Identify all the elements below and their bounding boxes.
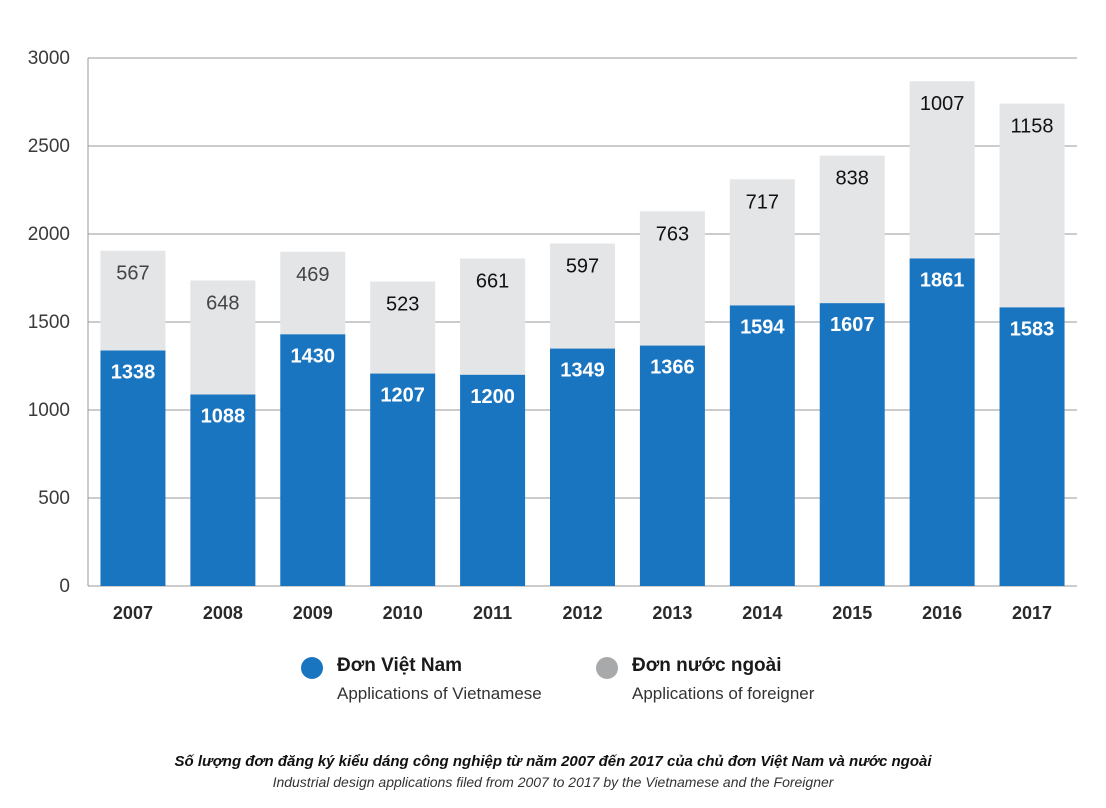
bar-foreigner-2013 <box>639 211 705 346</box>
bar-foreigner-2007 <box>100 250 166 351</box>
data-label-vietnamese-2009: 1430 <box>291 345 336 367</box>
x-tick-label: 2017 <box>1012 603 1052 623</box>
bar-vietnamese-2009 <box>280 334 346 586</box>
legend-sublabel-foreigner: Applications of foreigner <box>632 684 815 703</box>
bar-vietnamese-2013 <box>639 345 705 586</box>
data-label-vietnamese-2013: 1366 <box>650 357 695 379</box>
legend-label-vietnamese: Đơn Việt Nam <box>337 655 463 676</box>
x-tick-label: 2008 <box>203 603 243 623</box>
x-tick-label: 2013 <box>652 603 692 623</box>
x-tick-label: 2012 <box>562 603 602 623</box>
data-label-vietnamese-2014: 1594 <box>740 316 785 338</box>
legend-label-foreigner: Đơn nước ngoài <box>632 655 782 676</box>
bar-vietnamese-2007 <box>100 350 166 586</box>
legend-sublabel-vietnamese: Applications of Vietnamese <box>337 684 542 703</box>
bar-vietnamese-2014 <box>729 305 795 586</box>
bar-vietnamese-2016 <box>909 258 975 586</box>
x-axis-ticks: 2007 2008 2009 2010 2011 2012 2013 2014 2015 2016… <box>113 603 1052 623</box>
bar-foreigner-2010 <box>370 281 436 374</box>
data-label-vietnamese-2012: 1349 <box>560 360 605 382</box>
bar-vietnamese-2017 <box>999 307 1065 586</box>
data-label-vietnamese-2011: 1200 <box>470 386 515 408</box>
bar-foreigner-2011 <box>460 258 526 375</box>
bar-vietnamese-2011 <box>460 374 526 586</box>
data-label-foreigner-2008: 648 <box>206 292 239 314</box>
data-label-vietnamese-2016: 1861 <box>920 269 965 291</box>
data-label-vietnamese-2010: 1207 <box>380 385 425 407</box>
x-tick-label: 2015 <box>832 603 872 623</box>
data-label-foreigner-2012: 597 <box>566 256 599 278</box>
data-label-vietnamese-2007: 1338 <box>111 362 156 384</box>
bar-foreigner-2015 <box>819 155 885 304</box>
data-label-foreigner-2007: 567 <box>116 263 149 285</box>
data-label-vietnamese-2015: 1607 <box>830 314 875 336</box>
bar-foreigner-2012 <box>550 243 615 349</box>
bar-vietnamese-2015 <box>819 303 885 586</box>
bar-foreigner-2008 <box>190 280 256 395</box>
bar-foreigner-2016 <box>909 81 975 259</box>
legend-swatch-foreigner <box>596 657 618 679</box>
data-label-foreigner-2016: 1007 <box>920 93 965 115</box>
y-tick-label: 0 <box>59 576 70 597</box>
data-label-foreigner-2014: 717 <box>746 191 779 213</box>
bars <box>100 81 1065 586</box>
bar-vietnamese-2012 <box>550 348 615 586</box>
bar-foreigner-2009 <box>280 251 346 335</box>
x-tick-label: 2009 <box>293 603 333 623</box>
data-label-foreigner-2017: 1158 <box>1011 116 1054 138</box>
y-tick-label: 1000 <box>28 400 70 421</box>
data-label-foreigner-2009: 469 <box>296 264 329 286</box>
data-label-foreigner-2013: 763 <box>656 223 689 245</box>
legend-swatch-vietnamese <box>301 657 323 679</box>
x-tick-label: 2011 <box>473 603 512 623</box>
data-label-foreigner-2010: 523 <box>386 294 419 316</box>
caption-vietnamese: Số lượng đơn đăng ký kiểu dáng công nghi… <box>174 753 932 770</box>
y-tick-label: 1500 <box>28 312 70 333</box>
data-labels: 1338 567 1088 648 1430 469 1207 523 1200 661 1349 5… <box>111 93 1055 427</box>
bar-vietnamese-2010 <box>370 373 436 586</box>
y-tick-label: 500 <box>38 488 70 509</box>
x-tick-label: 2014 <box>742 603 782 623</box>
data-label-foreigner-2015: 838 <box>836 168 869 190</box>
bar-vietnamese-2008 <box>190 394 256 586</box>
y-tick-label: 2500 <box>28 136 70 157</box>
x-tick-label: 2016 <box>922 603 962 623</box>
bar-foreigner-2017 <box>999 103 1065 308</box>
y-axis-ticks: 0 500 1000 1500 2000 2500 3000 <box>28 48 70 597</box>
caption-english: Industrial design applications filed fro… <box>272 774 834 790</box>
data-label-foreigner-2011: 661 <box>476 270 509 292</box>
x-tick-label: 2010 <box>383 603 423 623</box>
bar-foreigner-2014 <box>729 179 795 306</box>
y-tick-label: 3000 <box>28 48 70 69</box>
data-label-vietnamese-2008: 1088 <box>201 406 246 428</box>
y-tick-label: 2000 <box>28 224 70 245</box>
x-tick-label: 2007 <box>113 603 153 623</box>
data-label-vietnamese-2017: 1583 <box>1010 318 1055 340</box>
